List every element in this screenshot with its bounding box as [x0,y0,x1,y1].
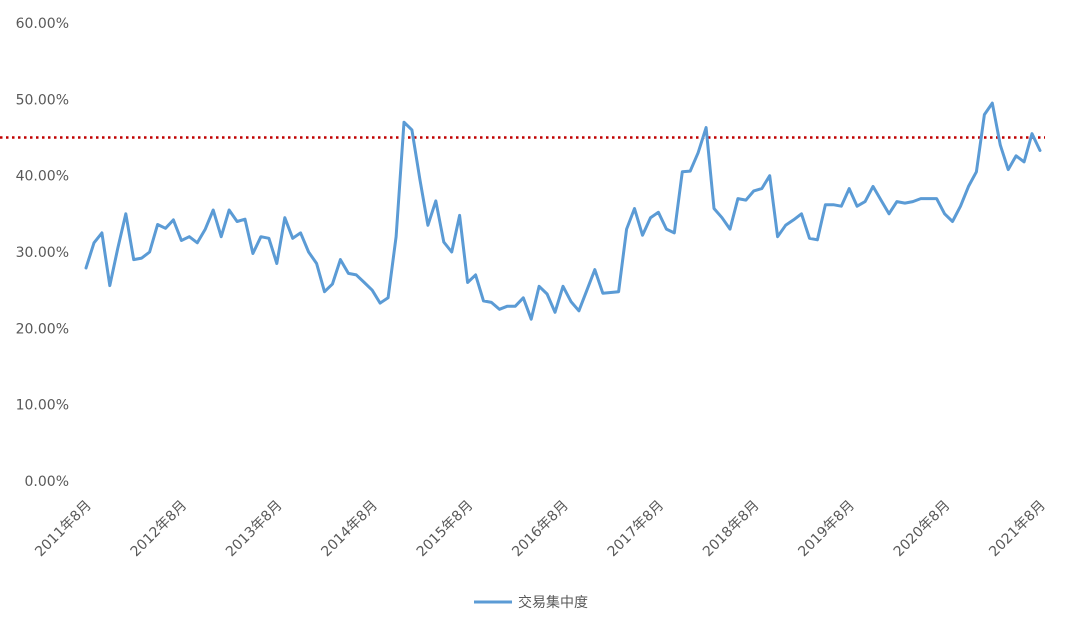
x-tick-label: 2017年8月 [605,498,668,561]
y-tick-label: 40.00% [16,169,69,185]
x-tick-label: 2011年8月 [32,498,95,561]
y-tick-label: 50.00% [16,92,69,108]
y-tick-label: 30.00% [16,245,69,261]
y-tick-label: 20.00% [16,321,69,337]
series-group [84,101,1042,321]
x-tick-label: 2016年8月 [509,498,572,561]
x-tick-label: 2018年8月 [700,498,763,561]
x-tick-label: 2013年8月 [223,498,286,561]
y-axis: 0.00% 10.00% 20.00% 30.00% 40.00% 50.00% 60.00… [16,16,69,490]
x-axis: 2011年8月 2012年8月 2013年8月 2014年8月 2015年8月 2016年… [32,498,1049,561]
x-tick-label: 2019年8月 [795,498,858,561]
x-tick-label: 2014年8月 [318,498,381,561]
legend: 交易集中度 [474,594,588,611]
y-tick-label: 60.00% [16,16,69,32]
legend-label: 交易集中度 [518,594,588,611]
x-tick-label: 2015年8月 [414,498,477,561]
x-tick-label: 2020年8月 [891,498,954,561]
x-tick-label: 2021年8月 [986,498,1049,561]
y-tick-label: 0.00% [25,474,69,490]
y-tick-label: 10.00% [16,398,69,414]
x-tick-label: 2012年8月 [128,498,191,561]
series-line [84,101,1042,321]
